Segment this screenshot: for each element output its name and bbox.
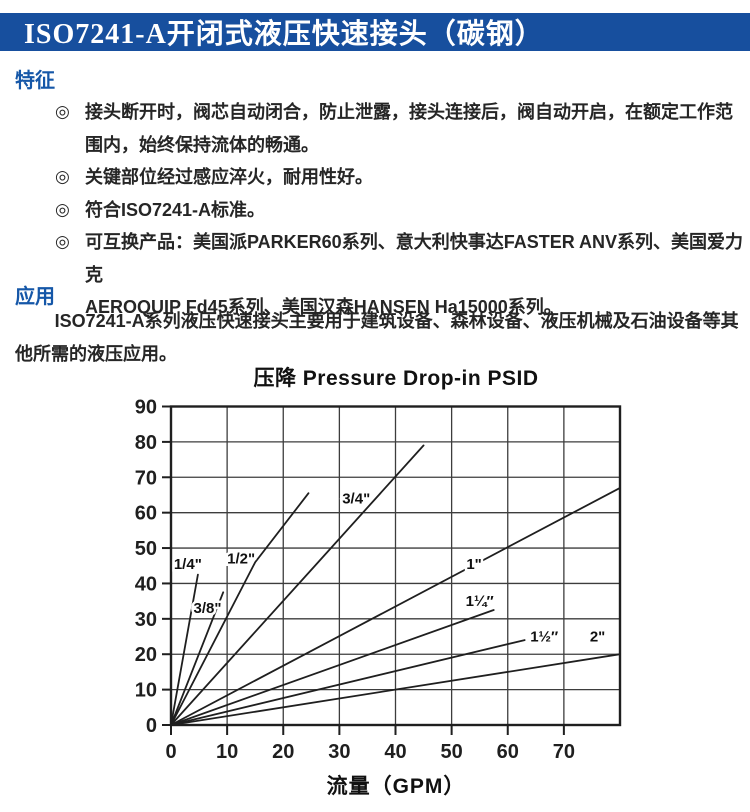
chart-series-line bbox=[170, 492, 310, 726]
chart-x-tick-label: 10 bbox=[216, 741, 238, 763]
chart-y-tick-label: 90 bbox=[135, 397, 157, 419]
chart-series-label: 1/2" bbox=[227, 551, 255, 568]
page-header-bar: ISO7241-A开闭式液压快速接头（碳钢） bbox=[0, 13, 750, 51]
chart-x-tick-label: 30 bbox=[328, 741, 350, 763]
chart-y-tick-label: 60 bbox=[135, 503, 157, 525]
chart-y-tick-label: 10 bbox=[135, 680, 157, 702]
chart-y-tick-label: 50 bbox=[135, 538, 157, 560]
page-title: ISO7241-A开闭式液压快速接头（碳钢） bbox=[24, 19, 544, 50]
chart-x-axis-label: 流量（GPM） bbox=[326, 775, 466, 798]
bullet-icon: ◎ bbox=[55, 199, 70, 219]
list-item: ◎ 接头断开时，阀芯自动闭合，防止泄露，接头连接后，阀自动开启，在额定工作范 围… bbox=[55, 96, 747, 161]
chart-y-tick-label: 80 bbox=[135, 432, 157, 454]
bullet-icon: ◎ bbox=[55, 167, 70, 186]
chart-y-tick-label: 40 bbox=[135, 573, 157, 595]
chart-series-line bbox=[170, 653, 621, 726]
chart-y-tick-label: 30 bbox=[135, 609, 157, 631]
application-paragraph: ISO7241-A系列液压快速接头主要用于建筑设备、森林设备、液压机械及石油设备… bbox=[15, 311, 739, 364]
pressure-drop-chart-canvas: 0 10 20 30 40 50 60 70 0 10 20 30 40 50 60 70 80 90 1/4" 3/… bbox=[135, 397, 622, 763]
chart-x-tick-label: 20 bbox=[272, 741, 294, 763]
chart-series-line bbox=[170, 639, 526, 726]
chart-series-label: 1/4" bbox=[174, 556, 202, 573]
list-item: ◎ 可互换产品：美国派PARKER60系列、意大利快事达FASTER ANV系列… bbox=[55, 226, 747, 324]
chart-series-line bbox=[170, 609, 495, 726]
chart-series-line bbox=[170, 487, 621, 726]
features-list: ◎ 接头断开时，阀芯自动闭合，防止泄露，接头连接后，阀自动开启，在额定工作范 围… bbox=[55, 96, 747, 324]
chart-x-tick-label: 60 bbox=[497, 741, 519, 763]
chart-x-tick-label: 50 bbox=[441, 741, 463, 763]
chart-series-line bbox=[170, 591, 225, 726]
chart-series-label: 1½″ bbox=[530, 629, 558, 646]
feature-text: 接头断开时，阀芯自动闭合，防止泄露，接头连接后，阀自动开启，在额定工作范 围内，… bbox=[85, 102, 733, 155]
bullet-icon: ◎ bbox=[55, 102, 70, 121]
chart-y-tick-label: 0 bbox=[146, 715, 157, 737]
bullet-icon: ◎ bbox=[55, 232, 70, 251]
chart-x-tick-label: 70 bbox=[553, 741, 575, 763]
chart-title: 压降 Pressure Drop-in PSID bbox=[253, 367, 539, 390]
chart-series-label: 3/4" bbox=[342, 491, 370, 508]
feature-text: 可互换产品：美国派PARKER60系列、意大利快事达FASTER ANV系列、美… bbox=[85, 232, 744, 317]
chart-series-label: 3/8" bbox=[193, 600, 221, 617]
chart-series-label: 1" bbox=[466, 556, 481, 573]
chart-x-tick-label: 40 bbox=[384, 741, 406, 763]
list-item: ◎ 关键部位经过感应淬火，耐用性好。 bbox=[55, 161, 747, 194]
chart-y-tick-label: 70 bbox=[135, 467, 157, 489]
chart-series-line bbox=[170, 573, 199, 726]
chart-series-label: 2" bbox=[590, 629, 605, 646]
features-heading: 特征 bbox=[15, 70, 55, 92]
chart-series-line bbox=[170, 444, 425, 726]
feature-text: 符合ISO7241-A标准。 bbox=[85, 199, 266, 220]
list-item: ◎ 符合ISO7241-A标准。 bbox=[55, 194, 747, 227]
chart-series-label: 1¼″ bbox=[466, 593, 494, 610]
application-heading: 应用 bbox=[15, 286, 55, 308]
chart-y-tick-label: 20 bbox=[135, 644, 157, 666]
feature-text: 关键部位经过感应淬火，耐用性好。 bbox=[85, 167, 373, 187]
chart-x-tick-label: 0 bbox=[165, 741, 176, 763]
pressure-drop-chart: 0 10 20 30 40 50 60 70 0 10 20 30 40 50 60 70 80 90 1/4" 3/… bbox=[100, 395, 640, 770]
